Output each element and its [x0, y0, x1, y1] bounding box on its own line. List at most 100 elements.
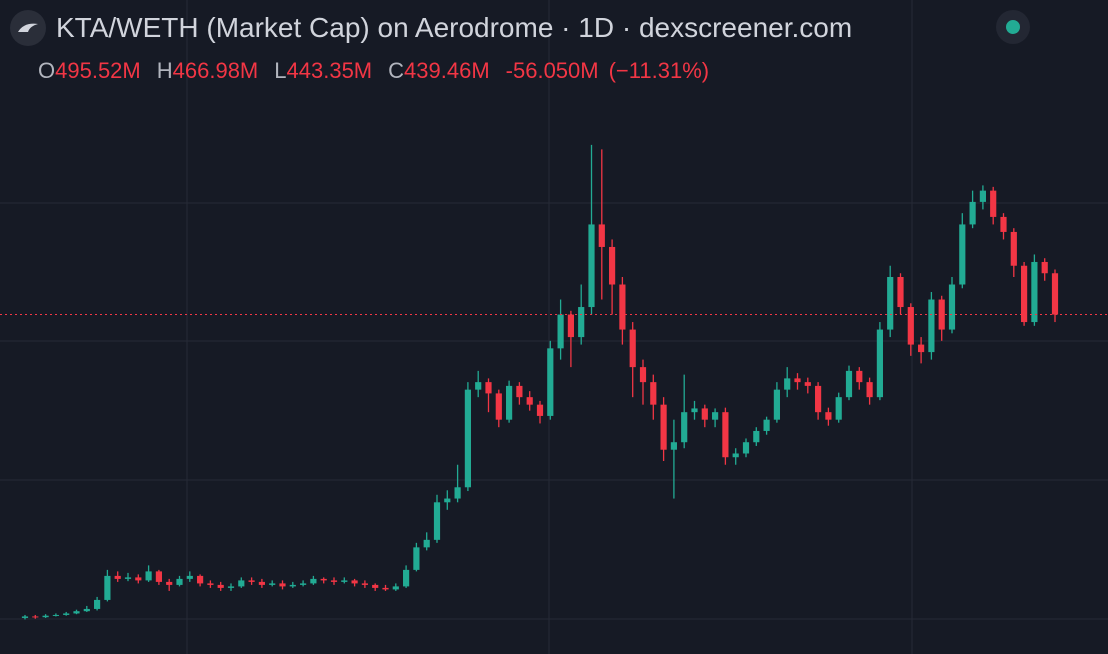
candle-body — [289, 584, 296, 587]
candle-body — [300, 583, 307, 585]
candle-body — [670, 442, 677, 450]
candle-body — [104, 575, 111, 600]
icon-glyph — [18, 23, 38, 32]
candle-body — [83, 608, 90, 612]
candle-body — [94, 599, 101, 609]
candle-body — [1000, 216, 1007, 232]
candle-body — [63, 613, 70, 615]
candle-body — [207, 583, 214, 585]
candle-body — [73, 611, 80, 614]
candle-body — [372, 584, 379, 588]
candle-body — [269, 583, 276, 585]
candle-body — [516, 385, 523, 398]
legend-key: H — [156, 58, 173, 83]
candle-body — [495, 393, 502, 420]
candle-body — [588, 224, 595, 308]
candle-body — [907, 307, 914, 345]
candle-body — [124, 577, 132, 579]
candle-body — [166, 581, 173, 585]
change-percent: (−11.31%) — [608, 58, 710, 83]
candle-body — [32, 616, 39, 618]
chart-title: KTA/WETH (Market Cap) on Aerodrome · 1D … — [56, 12, 853, 43]
legend-key: L — [274, 58, 287, 83]
candle-body — [619, 284, 626, 330]
candle-body — [330, 580, 338, 582]
candle-body — [1010, 231, 1017, 266]
candle-body — [681, 412, 688, 443]
candle-body — [876, 329, 883, 398]
candle-body — [732, 453, 739, 458]
candle-body — [433, 502, 441, 540]
candle-body — [423, 539, 430, 548]
candle-body — [42, 615, 49, 618]
candle-body — [578, 307, 585, 338]
candle-body — [361, 583, 368, 585]
candle-body — [248, 580, 255, 582]
candle-body — [197, 575, 204, 584]
candle-body — [52, 614, 59, 616]
candle-body — [712, 412, 719, 420]
legend-key: O — [38, 58, 56, 83]
candle-body — [238, 580, 245, 587]
candle-body — [598, 224, 605, 247]
legend-value: 443.35M — [286, 58, 373, 83]
candle-body — [135, 577, 142, 581]
candle-body — [1041, 261, 1048, 274]
change: -56.050M — [505, 58, 599, 83]
candle-body — [753, 430, 760, 443]
candle-body — [845, 370, 853, 398]
header: KTA/WETH (Market Cap) on Aerodrome · 1D … — [10, 10, 852, 46]
status-indicator — [996, 10, 1030, 44]
candle-body — [866, 382, 873, 398]
candle-body — [536, 404, 544, 416]
candle-body — [1051, 273, 1059, 315]
candle-body — [979, 190, 986, 202]
candle-body — [650, 382, 657, 405]
ohlc-legend: O 495.52M H 466.98M L 443.35M C 439.46M -56.… — [38, 58, 719, 84]
candle-body — [279, 583, 286, 587]
candle-body — [918, 344, 925, 353]
candle-body — [794, 378, 801, 383]
candle-body — [815, 385, 822, 413]
candle-body — [856, 370, 863, 383]
candle-body — [1031, 261, 1038, 323]
candle-body — [310, 578, 317, 584]
candle-body — [485, 382, 492, 394]
legend-value: 466.98M — [172, 58, 259, 83]
candle-body — [609, 246, 616, 285]
candle-body — [464, 389, 471, 488]
candle-body — [506, 385, 513, 420]
candle-body — [763, 419, 770, 431]
candle-body — [413, 547, 420, 570]
candle-body — [948, 284, 956, 330]
candle-body — [351, 580, 358, 584]
candle-body — [341, 580, 348, 582]
candle-body — [186, 575, 193, 579]
candle-body — [773, 389, 780, 420]
candle-body — [701, 408, 708, 420]
candle-body — [176, 578, 183, 585]
token-icon — [10, 10, 46, 46]
candle-body — [557, 314, 564, 349]
candle-body — [258, 581, 265, 585]
candle-body — [742, 442, 750, 454]
candle-body — [392, 586, 399, 590]
candle-body — [403, 569, 410, 587]
candle-body — [475, 382, 482, 390]
candle-body — [835, 397, 842, 420]
candle-body — [660, 404, 667, 450]
candle-body — [825, 412, 832, 420]
candle-body — [444, 498, 451, 503]
candle-body — [382, 587, 389, 590]
candle-body — [990, 190, 997, 217]
candle-body — [887, 276, 894, 330]
candle-body — [928, 299, 935, 353]
candle-body — [969, 201, 976, 225]
candle-body — [454, 487, 461, 499]
candle-body — [227, 586, 235, 588]
candle-body — [320, 578, 327, 581]
candle-body — [567, 314, 574, 338]
